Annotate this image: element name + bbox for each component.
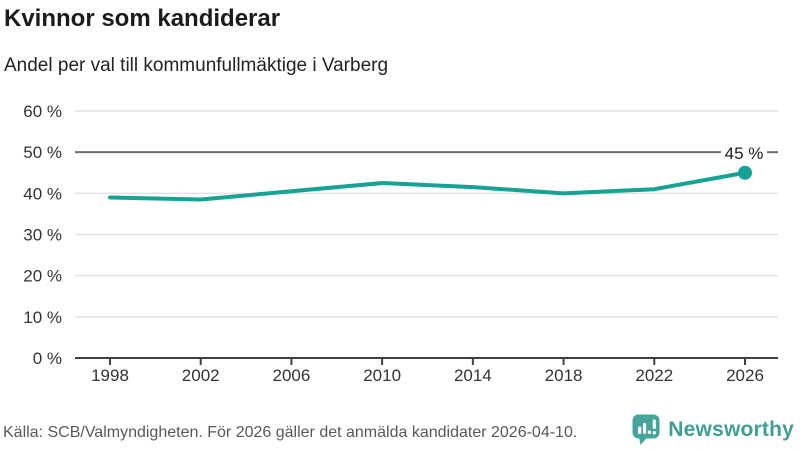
end-point-dot bbox=[738, 165, 752, 180]
chart-subtitle: Andel per val till kommunfullmäktige i V… bbox=[4, 55, 389, 76]
page-title: Kvinnor som kandiderar bbox=[4, 5, 281, 32]
y-tick-label: 30 % bbox=[23, 226, 62, 245]
y-tick-label: 0 % bbox=[33, 349, 62, 368]
y-tick-label: 20 % bbox=[23, 267, 62, 286]
x-tick-label: 2006 bbox=[273, 366, 311, 385]
y-tick-label: 10 % bbox=[23, 308, 62, 327]
newsworthy-logo[interactable]: Newsworthy bbox=[631, 413, 794, 446]
x-tick-label: 1998 bbox=[91, 366, 129, 385]
newsworthy-wordmark: Newsworthy bbox=[668, 417, 794, 441]
line-chart: 0 % 10 % 20 % 30 % 40 % 50 % 60 % 1998 2002 2006 2… bbox=[23, 102, 778, 385]
x-tick-label: 2010 bbox=[363, 366, 401, 385]
y-tick-label: 60 % bbox=[23, 102, 62, 121]
source-note: Källa: SCB/Valmyndigheten. För 2026 gäll… bbox=[3, 424, 578, 441]
x-tick-label: 2002 bbox=[182, 366, 220, 385]
y-tick-label: 50 % bbox=[23, 143, 62, 162]
x-tick-label: 2022 bbox=[635, 366, 673, 385]
newsworthy-speech-bubble-bar-chart-icon bbox=[632, 414, 660, 445]
data-line bbox=[108, 170, 747, 202]
x-tick-label: 2018 bbox=[545, 366, 583, 385]
x-tick-label: 2014 bbox=[454, 366, 492, 385]
y-tick-label: 40 % bbox=[23, 184, 62, 203]
x-tick-label: 2026 bbox=[726, 366, 764, 385]
end-value-label: 45 % bbox=[725, 144, 764, 163]
